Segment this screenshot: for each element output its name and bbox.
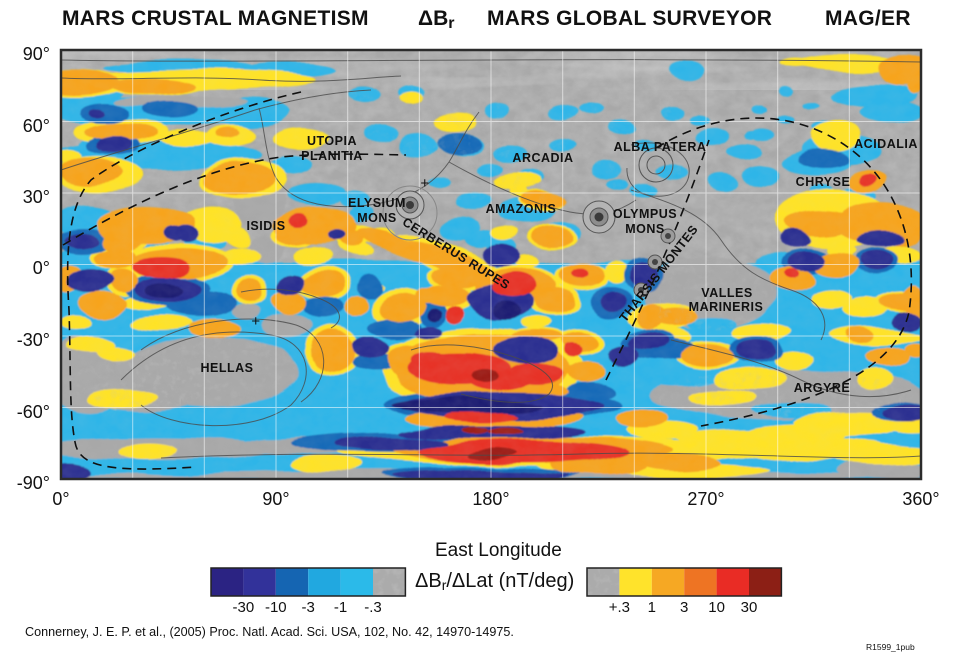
svg-text:1: 1: [648, 599, 656, 616]
svg-text:MONS: MONS: [625, 222, 665, 236]
svg-text:MARS CRUSTAL MAGNETISM: MARS CRUSTAL MAGNETISM: [62, 7, 369, 30]
svg-text:0°: 0°: [52, 489, 69, 509]
svg-text:UTOPIA: UTOPIA: [307, 134, 357, 148]
svg-text:ISIDIS: ISIDIS: [246, 219, 285, 233]
svg-text:R1599_1pub: R1599_1pub: [866, 642, 915, 652]
svg-text:-10: -10: [265, 599, 287, 616]
svg-text:360°: 360°: [902, 489, 939, 509]
svg-text:ΔBr/ΔLat (nT/deg): ΔBr/ΔLat (nT/deg): [415, 570, 574, 593]
svg-text:-.3: -.3: [364, 599, 382, 616]
svg-text:MARINERIS: MARINERIS: [689, 300, 764, 314]
svg-text:East Longitude: East Longitude: [435, 540, 562, 561]
svg-text:0°: 0°: [33, 258, 50, 278]
svg-text:-30: -30: [233, 599, 255, 616]
svg-text:OLYMPUS: OLYMPUS: [613, 207, 677, 221]
svg-text:ELYSIUM: ELYSIUM: [348, 196, 406, 210]
svg-text:-90°: -90°: [17, 473, 50, 493]
svg-text:CHRYSE: CHRYSE: [796, 175, 851, 189]
svg-text:90°: 90°: [262, 489, 289, 509]
svg-text:30: 30: [741, 599, 758, 616]
svg-text:180°: 180°: [472, 489, 509, 509]
svg-text:+: +: [420, 175, 429, 192]
svg-text:60°: 60°: [23, 116, 50, 136]
svg-text:PLANITIA: PLANITIA: [301, 149, 363, 163]
svg-text:+.3: +.3: [609, 599, 630, 616]
svg-text:-30°: -30°: [17, 330, 50, 350]
svg-text:ARGYRE: ARGYRE: [794, 381, 850, 395]
svg-text:MARS GLOBAL SURVEYOR: MARS GLOBAL SURVEYOR: [487, 7, 772, 30]
svg-text:VALLES: VALLES: [701, 286, 752, 300]
svg-text:-3: -3: [302, 599, 315, 616]
svg-text:Connerney, J. E. P. et al., (2: Connerney, J. E. P. et al., (2005) Proc.…: [25, 625, 514, 639]
svg-text:AMAZONIS: AMAZONIS: [486, 202, 557, 216]
svg-text:270°: 270°: [687, 489, 724, 509]
svg-text:MAG/ER: MAG/ER: [825, 7, 911, 30]
svg-text:ARCADIA: ARCADIA: [512, 151, 573, 165]
svg-text:+: +: [251, 313, 260, 330]
svg-text:-60°: -60°: [17, 402, 50, 422]
svg-text:HELLAS: HELLAS: [201, 361, 254, 375]
svg-text:-1: -1: [334, 599, 347, 616]
svg-text:MONS: MONS: [357, 211, 397, 225]
svg-text:10: 10: [708, 599, 725, 616]
svg-text:30°: 30°: [23, 187, 50, 207]
svg-text:ALBA PATERA: ALBA PATERA: [614, 140, 707, 154]
svg-text:90°: 90°: [23, 44, 50, 64]
svg-text:3: 3: [680, 599, 688, 616]
svg-text:ACIDALIA: ACIDALIA: [854, 137, 918, 151]
